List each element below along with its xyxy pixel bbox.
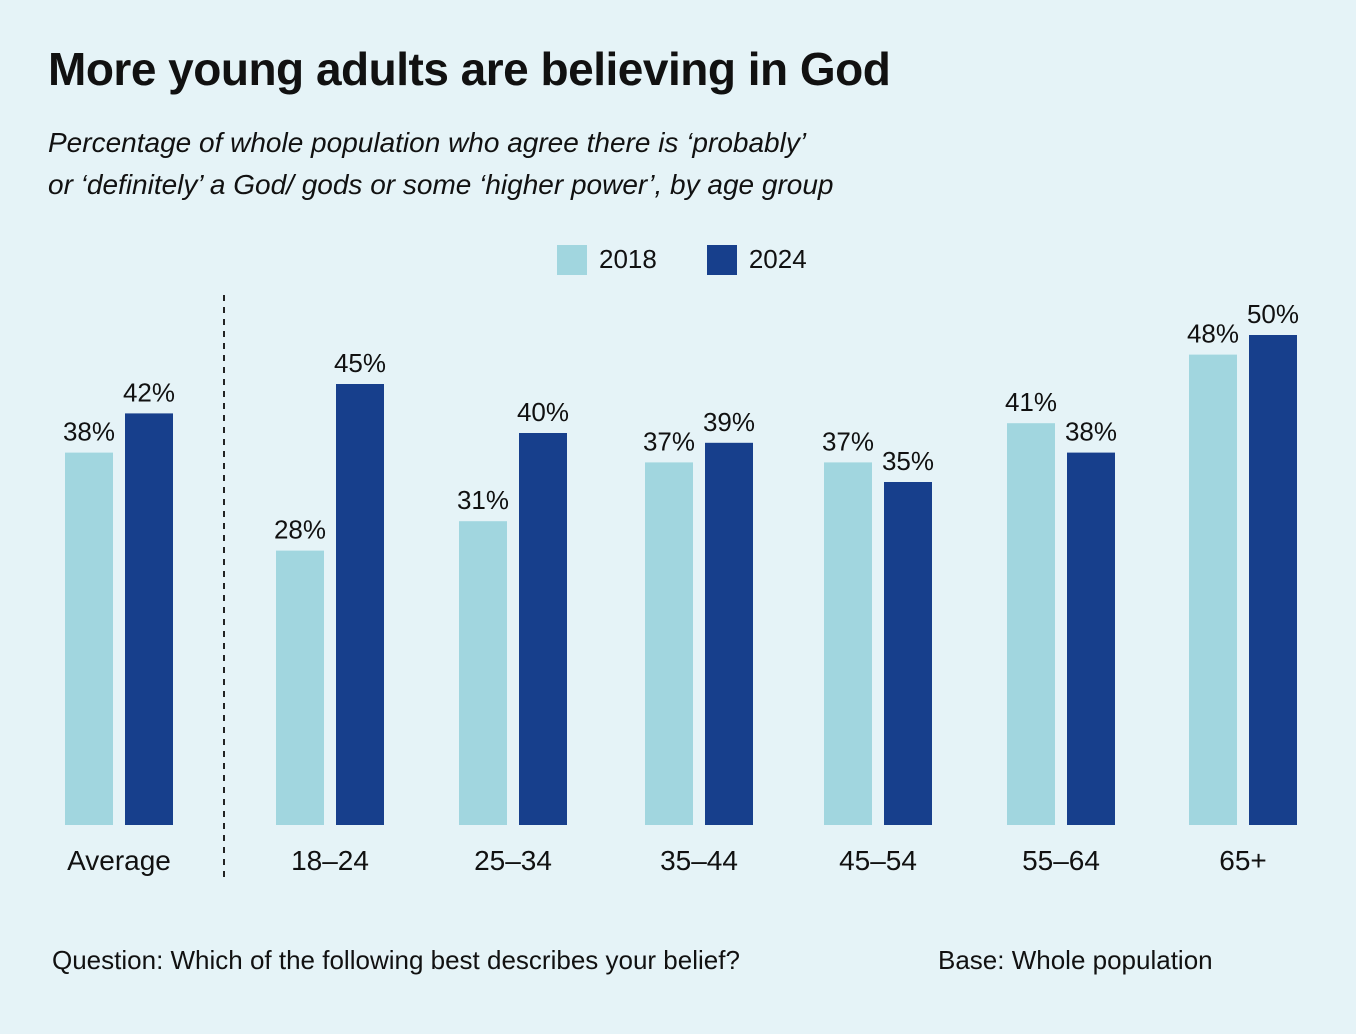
data-label-2024-0: 42% <box>123 377 175 407</box>
subtitle-line-2: or ‘definitely’ a God/ gods or some ‘hig… <box>48 169 834 200</box>
data-label-2018-4: 37% <box>822 426 874 456</box>
bar-2018-4 <box>824 462 872 825</box>
data-label-2024-2: 40% <box>517 397 569 427</box>
bar-2018-5 <box>1007 423 1055 825</box>
bar-2024-3 <box>705 442 753 825</box>
data-label-2024-3: 39% <box>703 407 755 437</box>
chart-legend: 2018 2024 <box>557 244 857 275</box>
data-label-2018-3: 37% <box>643 426 695 456</box>
data-label-2024-4: 35% <box>882 446 934 476</box>
category-label-4: 45–54 <box>839 845 917 876</box>
bar-2018-3 <box>645 462 693 825</box>
bar-2018-6 <box>1189 354 1237 825</box>
data-label-2024-1: 45% <box>334 348 386 378</box>
legend-swatch-2018 <box>557 244 587 275</box>
chart-title: More young adults are believing in God <box>48 43 891 95</box>
legend-label-2024: 2024 <box>748 244 807 274</box>
bar-2024-2 <box>519 433 567 825</box>
legend-label-2018: 2018 <box>599 244 657 274</box>
bar-2024-1 <box>336 384 384 825</box>
legend-swatch-2024 <box>706 244 737 275</box>
data-label-2018-0: 38% <box>63 417 115 447</box>
legend-item-2024: 2024 <box>706 244 807 275</box>
category-label-0: Average <box>67 845 171 876</box>
data-label-2024-5: 38% <box>1065 417 1117 447</box>
data-label-2018-5: 41% <box>1005 387 1057 417</box>
category-label-1: 18–24 <box>291 845 369 876</box>
category-label-3: 35–44 <box>660 845 738 876</box>
data-label-2018-6: 48% <box>1187 319 1239 349</box>
bar-2018-1 <box>276 550 324 825</box>
bar-2018-2 <box>459 521 507 825</box>
bar-2018-0 <box>65 452 113 825</box>
data-label-2024-6: 50% <box>1247 299 1299 329</box>
bar-2024-4 <box>884 482 932 825</box>
legend-item-2018: 2018 <box>557 244 657 275</box>
bar-2024-5 <box>1067 452 1115 825</box>
data-label-2018-2: 31% <box>457 485 509 515</box>
footer-base: Base: Whole population <box>938 945 1213 975</box>
footer-question: Question: Which of the following best de… <box>52 945 740 975</box>
category-label-2: 25–34 <box>474 845 552 876</box>
bar-2024-6 <box>1249 335 1297 825</box>
category-label-5: 55–64 <box>1022 845 1100 876</box>
subtitle-line-1: Percentage of whole population who agree… <box>48 127 807 158</box>
data-label-2018-1: 28% <box>274 515 326 545</box>
category-label-6: 65+ <box>1219 845 1267 876</box>
bar-2024-0 <box>125 413 173 825</box>
chart-subtitle: Percentage of whole population who agree… <box>48 122 1048 206</box>
